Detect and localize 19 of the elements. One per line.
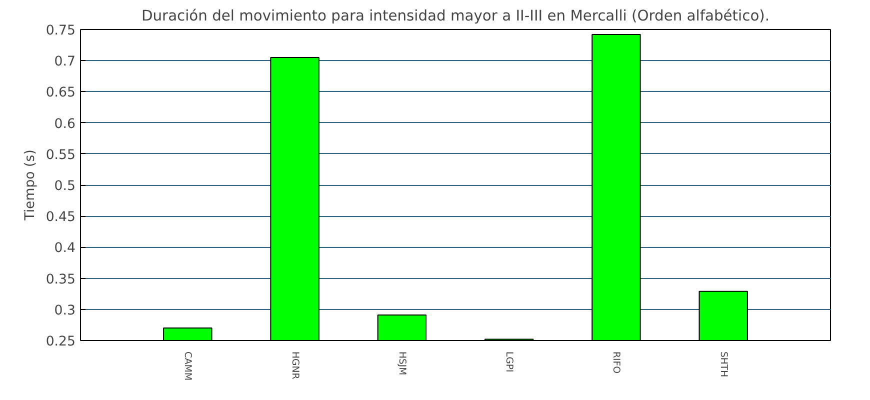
y-tick-label: 0.35 — [46, 272, 76, 288]
x-tick-label: RIFO — [610, 352, 622, 374]
y-axis-title: Tiempo (s) — [22, 150, 38, 222]
x-tick-label: HGNR — [289, 352, 300, 380]
y-tick-label: 0.65 — [46, 86, 76, 101]
y-tick-label: 0.75 — [46, 24, 76, 38]
chart-title: Duración del movimiento para intensidad mayor a II-III en Mercalli (Orden alfabético). — [141, 8, 770, 24]
y-tick-label: 0.4 — [54, 241, 76, 256]
y-tick-label: 0.3 — [54, 303, 76, 318]
x-tick-label: CAMM — [182, 352, 194, 380]
y-tick-label: 0.6 — [54, 116, 76, 132]
y-tick-label: 0.5 — [54, 179, 76, 194]
x-tick-label: LGPI — [504, 352, 515, 372]
y-tick-label: 0.55 — [46, 148, 76, 163]
y-tick-label: 0.45 — [46, 210, 76, 226]
y-tick-label: 0.7 — [54, 54, 76, 70]
x-tick-label: HSJM — [396, 352, 408, 376]
y-tick-label: 0.25 — [46, 334, 76, 350]
x-tick-label: SHTH — [718, 352, 729, 378]
